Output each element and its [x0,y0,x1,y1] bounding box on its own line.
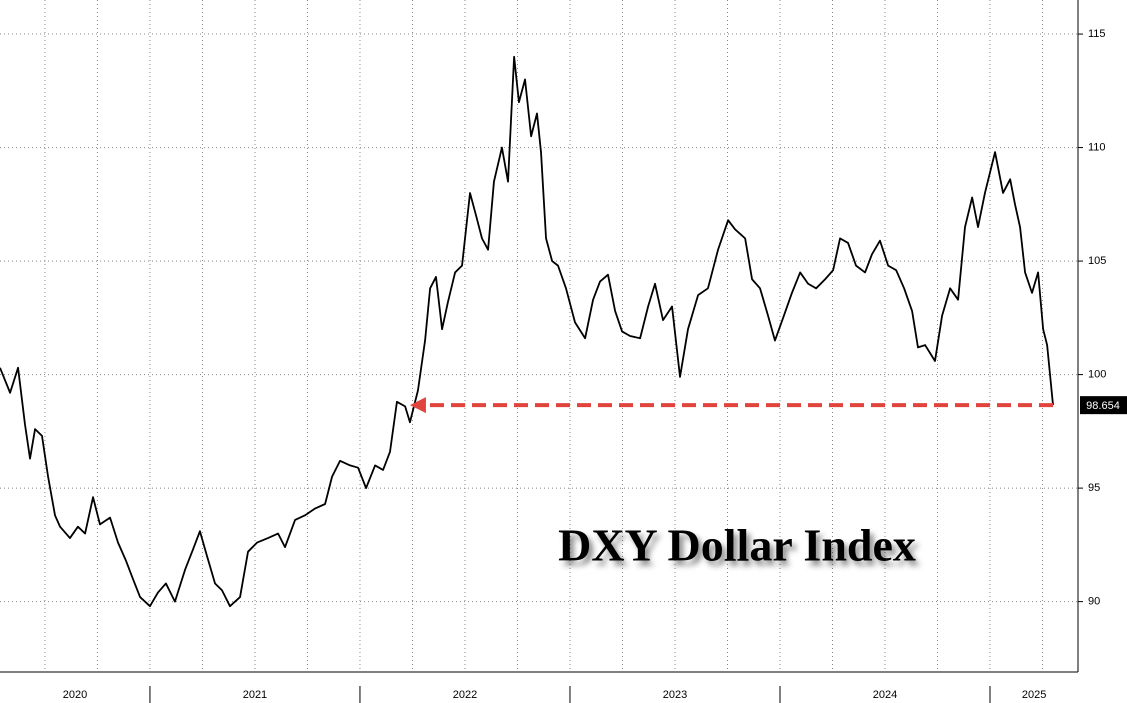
arrow-head [409,397,426,414]
y-tick-label: 105 [1088,255,1106,267]
y-tick-label: 90 [1088,596,1100,608]
y-tick-label: 110 [1088,141,1106,153]
x-tick-label: 2023 [663,689,687,701]
x-tick-label: 2025 [1022,689,1046,701]
y-tick-label: 115 [1088,28,1106,40]
annotation: DXY Dollar Index [558,520,916,571]
price-line [0,55,1054,608]
y-tick-label: 100 [1088,369,1106,381]
last-value-label: 98.654 [1086,400,1120,412]
x-tick-label: 2022 [453,689,477,701]
x-tick-label: 2020 [63,689,87,701]
y-tick-label: 95 [1088,482,1100,494]
last-value-box [1080,396,1127,415]
x-tick-label: 2024 [873,689,897,701]
x-tick-label: 2021 [243,689,267,701]
